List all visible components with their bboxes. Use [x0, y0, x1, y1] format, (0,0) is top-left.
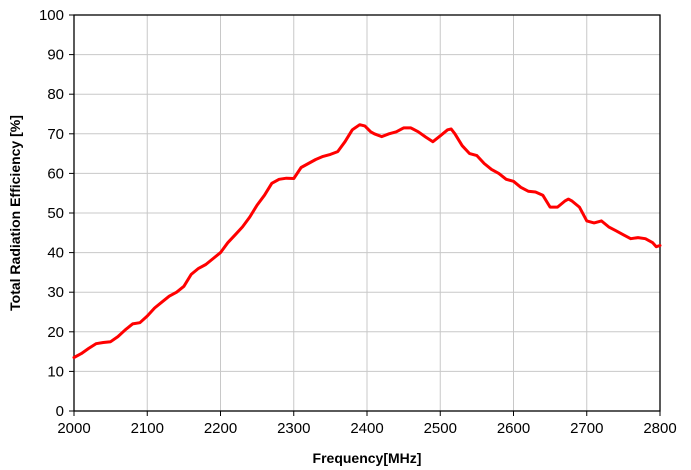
- x-axis-title: Frequency[MHz]: [313, 450, 422, 466]
- x-tick-label: 2500: [424, 420, 457, 437]
- y-axis-title: Total Radiation Efficiency [%]: [7, 115, 23, 311]
- x-tick-label: 2400: [350, 420, 383, 437]
- y-tick-label: 10: [47, 363, 64, 380]
- x-tick-label: 2100: [131, 420, 164, 437]
- y-tick-label: 70: [47, 126, 64, 143]
- x-tick-label: 2700: [570, 420, 603, 437]
- x-tick-label: 2300: [277, 420, 310, 437]
- x-tick-label: 2600: [497, 420, 530, 437]
- y-tick-label: 90: [47, 47, 64, 64]
- y-tick-label: 100: [39, 7, 64, 24]
- efficiency-series-line: [72, 123, 662, 359]
- x-tick-label: 2200: [204, 420, 237, 437]
- y-tick-label: 20: [47, 324, 64, 341]
- y-tick-label: 30: [47, 284, 64, 301]
- y-tick-label: 40: [47, 245, 64, 262]
- y-tick-label: 80: [47, 86, 64, 103]
- y-tick-label: 0: [56, 403, 64, 420]
- y-tick-label: 50: [47, 205, 64, 222]
- x-tick-label: 2000: [57, 420, 90, 437]
- y-tick-label: 60: [47, 165, 64, 182]
- x-tick-label: 2800: [643, 420, 676, 437]
